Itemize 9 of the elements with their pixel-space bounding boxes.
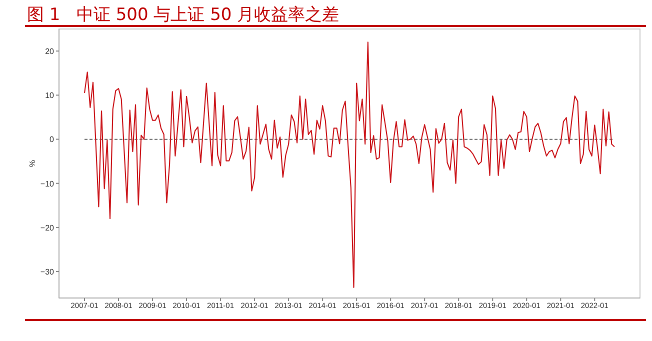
line-series	[84, 42, 616, 288]
y-tick-label: 20	[45, 47, 55, 56]
y-tick-label: −20	[40, 223, 55, 232]
y-tick-label: −30	[40, 268, 55, 277]
y-axis-title: %	[28, 160, 37, 168]
y-tick-label: 0	[50, 135, 55, 144]
y-tick-label: −10	[40, 179, 55, 188]
y-tick-label: 10	[45, 91, 55, 100]
chart-title: 图 1 中证 500 与上证 50 月收益率之差	[27, 5, 340, 25]
